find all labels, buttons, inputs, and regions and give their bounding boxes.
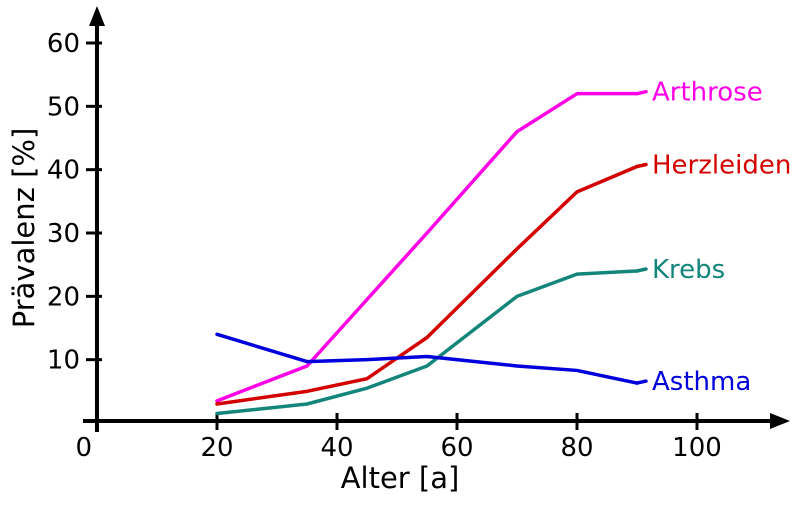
series-line-herzleiden (215, 164, 639, 406)
series-label-asthma: Asthma (652, 367, 751, 397)
x-tick-label: 20 (200, 433, 233, 463)
series-leader-arthrose (635, 89, 648, 96)
y-tick-label: 30 (47, 219, 80, 249)
y-tick-label: 10 (47, 346, 80, 376)
series-label-krebs: Krebs (652, 255, 725, 285)
y-tick-label: 50 (47, 92, 80, 122)
series-line-asthma (215, 332, 639, 385)
x-tick-label: 60 (440, 433, 473, 463)
data-series-labels: Arthrose Herzleiden Krebs Asthma (652, 78, 791, 397)
x-tick-label: 80 (560, 433, 593, 463)
series-leader-herzleiden (635, 162, 648, 169)
y-axis-ticks (86, 41, 102, 362)
origin-tick-label: 0 (75, 433, 92, 463)
x-tick-label: 40 (320, 433, 353, 463)
x-tick-label: 100 (672, 433, 722, 463)
x-axis-arrow-icon (770, 413, 790, 429)
series-leader-asthma (635, 379, 648, 385)
y-axis-title: Prävalenz [%] (7, 128, 41, 329)
y-tick-label: 60 (47, 29, 80, 59)
y-axis-tick-labels: 10 20 30 40 50 60 (47, 29, 80, 376)
x-axis-ticks (215, 413, 699, 430)
series-leader-krebs (635, 267, 648, 273)
y-axis-arrow-icon (89, 6, 105, 26)
series-label-herzleiden: Herzleiden (652, 151, 791, 181)
series-line-krebs (215, 269, 639, 416)
y-tick-label: 20 (47, 282, 80, 312)
series-line-arthrose (215, 91, 639, 403)
y-tick-label: 40 (47, 156, 80, 186)
x-axis-tick-labels: 20 40 60 80 100 (200, 433, 721, 463)
series-label-arthrose: Arthrose (652, 78, 763, 108)
data-series-lines (215, 89, 648, 416)
x-axis-title: Alter [a] (341, 461, 460, 495)
